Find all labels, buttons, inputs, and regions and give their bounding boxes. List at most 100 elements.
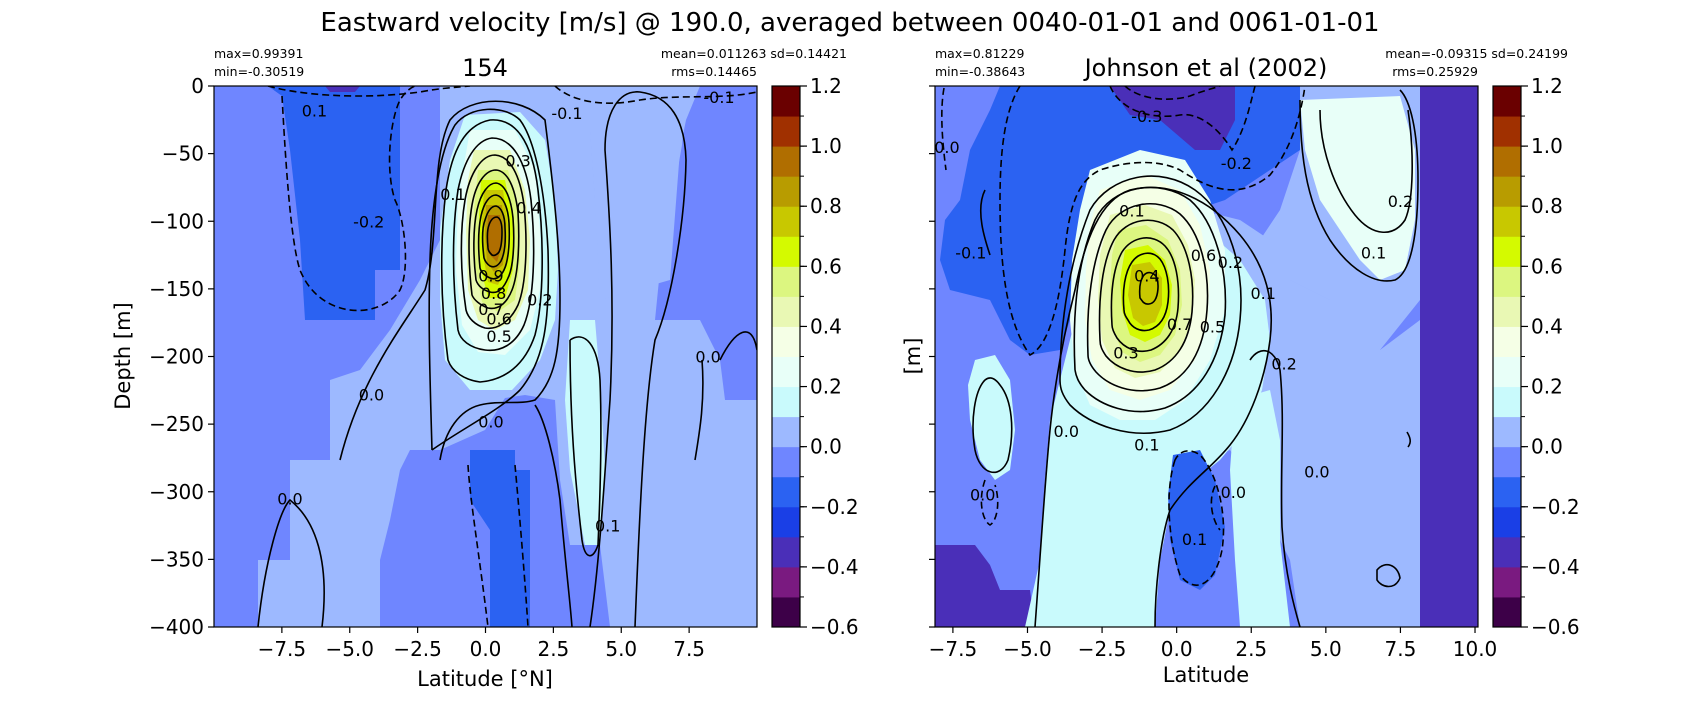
- right-colorbar: 1.2 1.0 0.8 0.6 0.4 0.2 0.0 −0.2 −0.4 −0.6: [1492, 74, 1580, 639]
- left-fill-pos-ne: [590, 86, 700, 300]
- left-contour-neg-deep-e: [514, 464, 529, 627]
- right-contour-label: 0.1: [1119, 201, 1144, 220]
- right-contour-label: 0.0: [1304, 462, 1329, 481]
- left-stat-mean-sd: mean=0.011263 sd=0.14421: [661, 46, 847, 61]
- left-contour-label: -0.1: [551, 104, 582, 123]
- right-contour-07: [1122, 252, 1170, 332]
- right-contour-08: [1138, 271, 1159, 305]
- left-contour-label: 0.1: [302, 101, 327, 120]
- left-contour-label: -0.2: [353, 212, 384, 231]
- right-colorbar-segment: [1493, 476, 1521, 508]
- left-contour-label: 0.0: [695, 348, 720, 367]
- left-stat-min: min=-0.30519: [214, 64, 304, 79]
- right-colorbar-segment: [1493, 356, 1521, 388]
- right-xtick-label: 5.0: [1310, 637, 1342, 661]
- left-contour-02: [440, 119, 543, 383]
- left-colorbar: 1.2 1.0 0.8 0.6 0.4 0.2 0.0 −0.2 −0.4 −0.6: [771, 74, 859, 639]
- right-contour-label: -0.2: [1221, 154, 1252, 173]
- left-contourf: [214, 86, 757, 627]
- right-contour-label: 0.2: [1271, 354, 1296, 373]
- left-panel: −7.5 −5.0 −2.5 0.0 2.5 5.0 7.5 0 −50 −100 −150 −20…: [111, 46, 859, 691]
- right-fill-ne-02: [1300, 96, 1415, 280]
- right-stat-min: min=-0.38643: [935, 64, 1025, 79]
- left-colorbar-segment: [772, 146, 800, 177]
- right-colorbar-segment: [1493, 386, 1521, 418]
- left-colorbar-label: 0.4: [810, 314, 842, 338]
- right-contour-label: 0.0: [1054, 422, 1079, 441]
- left-ytick-label: −200: [149, 345, 204, 369]
- right-contour-neg02: [1109, 86, 1256, 152]
- right-contour-label: -0.1: [955, 243, 986, 262]
- left-colorbar-label: −0.4: [810, 555, 859, 579]
- right-contour-labels: 0.0-0.1-0.3-0.20.1 0.20.10.40.6 0.20.10.7 0…: [934, 107, 1413, 549]
- right-xlabel: Latitude: [1163, 663, 1249, 687]
- right-colorbar-label: 0.2: [1531, 375, 1563, 399]
- right-x-ticks: −7.5 −5.0 −2.5 0.0 2.5 5.0 7.5 10.0: [929, 627, 1498, 661]
- right-fill-se-02: [1230, 390, 1290, 627]
- right-colorbar-segment: [1493, 416, 1521, 448]
- left-contour-label: 0.5: [486, 327, 511, 346]
- right-colorbar-label: −0.2: [1531, 495, 1580, 519]
- left-xtick-label: −7.5: [258, 637, 307, 661]
- right-colorbar-segment: [1493, 176, 1521, 207]
- left-colorbar-segment: [772, 86, 800, 117]
- right-fill-sw-deep: [935, 545, 1035, 627]
- left-contour-neg01-top: [267, 86, 471, 97]
- right-colorbar-label: 1.0: [1531, 134, 1563, 158]
- left-colorbar-segment: [772, 416, 800, 448]
- left-contour-label: 0.3: [505, 151, 530, 170]
- right-xtick-label: 7.5: [1385, 637, 1417, 661]
- right-xtick-label: −2.5: [1078, 637, 1127, 661]
- left-xtick-label: 7.5: [673, 637, 705, 661]
- left-contour-zero-jet: [339, 100, 561, 461]
- right-fill-jet-08: [1128, 262, 1162, 326]
- right-xtick-label: −5.0: [1003, 637, 1052, 661]
- right-colorbar-label: 0.6: [1531, 254, 1563, 278]
- right-xtick-label: 10.0: [1453, 637, 1498, 661]
- left-colorbar-segment: [772, 596, 800, 628]
- right-colorbar-segment: [1493, 326, 1521, 357]
- right-contour-west-c: [980, 479, 999, 526]
- right-xtick-label: 0.0: [1161, 637, 1193, 661]
- right-contour-se: [1249, 349, 1301, 627]
- left-xtick-label: 0.0: [470, 637, 502, 661]
- left-contour-08: [481, 205, 507, 268]
- left-colorbar-label: 1.2: [810, 74, 842, 98]
- right-contour-ne-01: [1299, 89, 1419, 282]
- right-contour-06: [1110, 237, 1180, 353]
- left-contour-09: [486, 216, 503, 257]
- left-colorbar-label: −0.2: [810, 495, 859, 519]
- left-contour-neg-deep-w: [467, 464, 489, 627]
- right-contour-west-a: [979, 189, 991, 256]
- left-colorbar-segment: [772, 356, 800, 388]
- right-contour-blob: [1376, 563, 1401, 588]
- right-contour-label: 0.0: [1221, 483, 1246, 502]
- right-colorbar-segment: [1493, 116, 1521, 147]
- right-colorbar-segment: [1493, 206, 1521, 237]
- right-fill-neg-core: [1110, 86, 1235, 150]
- left-contour-01: [428, 108, 550, 451]
- left-contour-lines: [257, 86, 757, 627]
- right-contour-03: [1073, 186, 1227, 413]
- right-contour-label: 0.2: [1388, 192, 1413, 211]
- right-contour-label: 0.7: [1167, 315, 1192, 334]
- right-xtick-label: −7.5: [929, 637, 978, 661]
- right-stat-max: max=0.81229: [935, 46, 1024, 61]
- right-colorbar-label: −0.6: [1531, 615, 1580, 639]
- left-contour-neg01-east: [554, 86, 757, 104]
- right-contour-label: 0.1: [1361, 243, 1386, 262]
- left-contour-07: [477, 194, 511, 280]
- right-colorbar-segment: [1493, 506, 1521, 538]
- left-colorbar-label: −0.6: [810, 615, 859, 639]
- right-xtick-label: 2.5: [1235, 637, 1267, 661]
- left-ytick-label: −150: [149, 277, 204, 301]
- left-fill-neg-top: [325, 86, 360, 92]
- right-contour-label: 0.1: [1250, 284, 1275, 303]
- left-colorbar-segment: [772, 476, 800, 508]
- right-contour-label: 0.5: [1200, 318, 1225, 337]
- right-colorbar-segment: [1493, 236, 1521, 267]
- left-contour-label: 0.9: [478, 266, 503, 285]
- left-colorbar-segment: [772, 566, 800, 598]
- right-colorbar-segment: [1493, 296, 1521, 327]
